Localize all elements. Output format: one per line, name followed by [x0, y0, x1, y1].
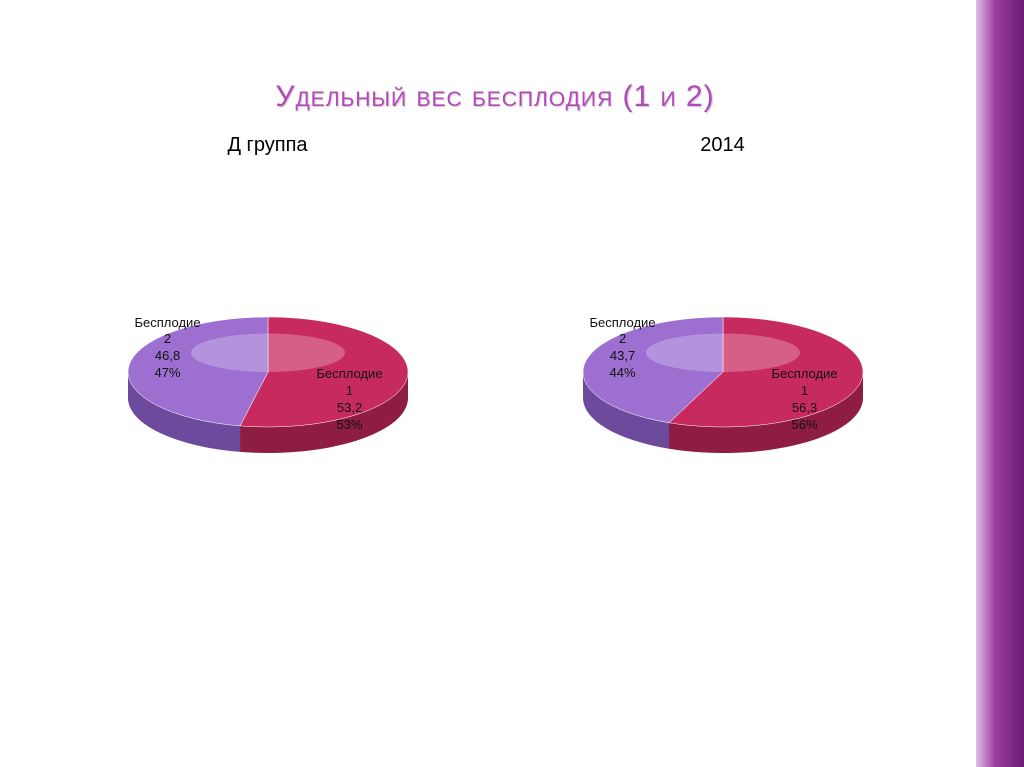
chart-left-slice-1-label: Бесплодие 2 46,8 47%	[135, 315, 201, 383]
chart-left: Бесплодие 1 53,2 53% Бесплодие 2 46,8 47%	[98, 257, 438, 457]
chart-left-header: Д группа	[227, 134, 307, 157]
slide: Удельный вес бесплодия (1 и 2) Д группа Б…	[0, 0, 970, 767]
decorative-side-stripe	[976, 0, 1024, 767]
chart-columns: Д группа Бесплодие 1 53,2 53% Бесплодие 2 …	[40, 134, 950, 457]
chart-left-column: Д группа Бесплодие 1 53,2 53% Бесплодие 2 …	[40, 134, 495, 457]
chart-right-slice-1-label: Бесплодие 2 43,7 44%	[590, 315, 656, 383]
slide-title: Удельный вес бесплодия (1 и 2)	[40, 80, 950, 114]
chart-right: Бесплодие 1 56,3 56% Бесплодие 2 43,7 44%	[553, 257, 893, 457]
chart-right-slice-0-label: Бесплодие 1 56,3 56%	[772, 366, 838, 434]
chart-right-header: 2014	[700, 134, 745, 157]
chart-left-slice-0-label: Бесплодие 1 53,2 53%	[317, 366, 383, 434]
chart-right-column: 2014 Бесплодие 1 56,3 56% Бесплодие 2 43,7…	[495, 134, 950, 457]
